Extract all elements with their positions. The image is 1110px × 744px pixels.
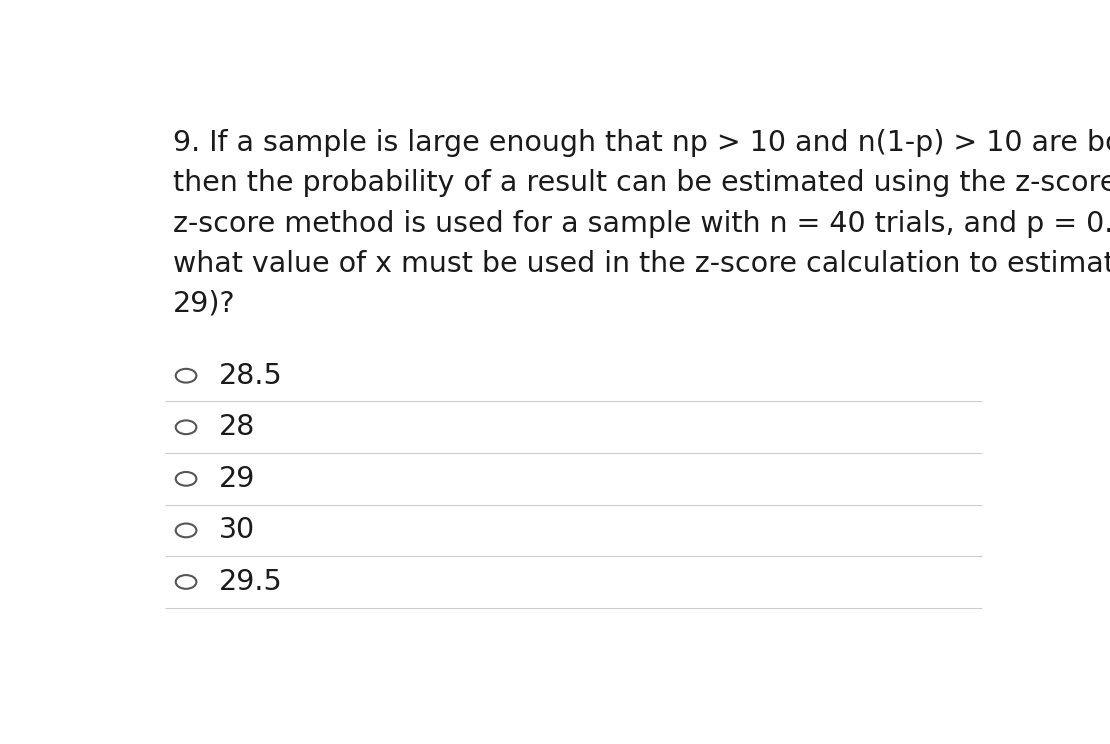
Text: 28.5: 28.5 xyxy=(219,362,283,390)
Text: 29.5: 29.5 xyxy=(219,568,283,596)
Text: 30: 30 xyxy=(219,516,255,545)
Text: 29: 29 xyxy=(219,465,255,493)
Text: 9. If a sample is large enough that np > 10 and n(1-p) > 10 are both true,
then : 9. If a sample is large enough that np >… xyxy=(173,129,1110,318)
Text: 28: 28 xyxy=(219,413,255,441)
